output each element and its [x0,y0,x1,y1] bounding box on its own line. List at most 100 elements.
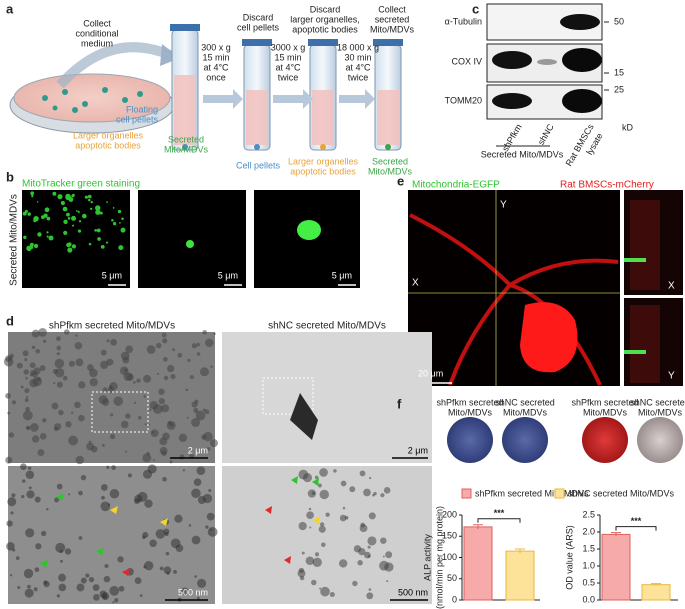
em-particle [191,488,201,498]
em-particle [148,408,152,412]
em-particle [213,332,216,335]
mito-dot [46,235,49,238]
em-particle [368,588,372,591]
em-particle [132,380,136,384]
em-particle [80,474,87,481]
em-particle [202,329,207,335]
em-particle [367,545,371,549]
em-particle [143,394,147,398]
em-particle [209,439,218,448]
em-particle [156,372,160,376]
em-particle [58,409,64,416]
em-particle [5,456,13,464]
mito-dot [106,201,108,203]
label: 18 000 x g [337,42,379,52]
em-particle [319,489,330,500]
label: 15 min [202,52,229,62]
label: COX IV [451,56,482,66]
em-particle [70,411,74,414]
label: 500 nm [178,587,208,597]
mito-dot [120,227,126,233]
em-particle [195,410,206,421]
mito-dot [72,224,75,227]
em-particle [178,433,188,443]
em-particle [112,601,115,604]
legend-label: shNC secreted Mito/MDVs [568,488,675,498]
label: shNC secreted [495,397,555,407]
tube-cap [170,24,200,31]
mito-dot [44,207,50,213]
em-particle [321,542,326,548]
em-particle [158,397,165,405]
mito-dot [65,193,71,200]
mito-dot [88,242,92,246]
label: 5 μm [218,270,238,280]
mito-dot [117,209,122,214]
em-particle [329,591,335,597]
em-particle [206,512,215,521]
em-particle [3,357,14,367]
em-particle [63,329,70,335]
legend-label: shPfkm secreted Mito/MDVs [475,488,589,498]
mito-dot [67,247,73,253]
label: Mito/MDVs [164,144,209,154]
pellet [320,144,326,150]
em-particle [136,378,141,383]
em-particle [187,358,191,362]
mito-dot [66,212,70,217]
em-particle [7,411,11,415]
em-particle [85,573,90,578]
em-particle [191,535,201,545]
em-particle [124,450,128,453]
em-particle [7,497,17,507]
em-particle [142,453,152,463]
pellet [254,144,260,150]
mito-dot [121,230,125,233]
em-particle [120,351,130,361]
em-particle [56,594,60,598]
em-particle [367,554,371,558]
em-particle [166,420,176,430]
em-particle [26,395,29,398]
label: 15 min [274,52,301,62]
em-particle [194,575,197,578]
em-particle [380,537,387,544]
em-particle [363,488,371,497]
label: Discard [310,4,341,14]
label: Mitochondria-EGFP [412,180,500,191]
em-particle [39,365,46,372]
em-particle [104,563,109,569]
em-particle [179,454,185,460]
em-particle [89,368,98,378]
em-particle [31,345,36,350]
significance-label: *** [631,516,642,526]
em-particle [163,528,170,535]
mito-dot [26,245,32,252]
em-particle [64,548,72,555]
legend-swatch [461,488,472,499]
medium [174,75,196,145]
y-tick-label: 200 [442,509,457,519]
em-particle [23,369,30,375]
label: Y [668,371,675,382]
pellet [182,144,188,150]
medium [312,90,334,145]
em-particle [100,501,111,512]
mito-dot [88,198,91,202]
em-particle [114,598,119,603]
em-particle [109,381,118,391]
em-particle [160,404,170,413]
label: cell pellets [116,114,159,124]
em-particle [42,418,47,423]
em-particle [196,352,201,356]
em-particle [100,349,107,356]
label: Mito/MDVs [448,407,493,417]
em-particle [106,465,110,469]
em-particle [202,408,206,412]
label: Secreted [168,134,204,144]
em-particle [306,511,314,520]
em-particle [24,398,29,403]
em-particle [339,559,348,568]
em-particle [199,367,210,377]
mito-dot [121,217,124,221]
